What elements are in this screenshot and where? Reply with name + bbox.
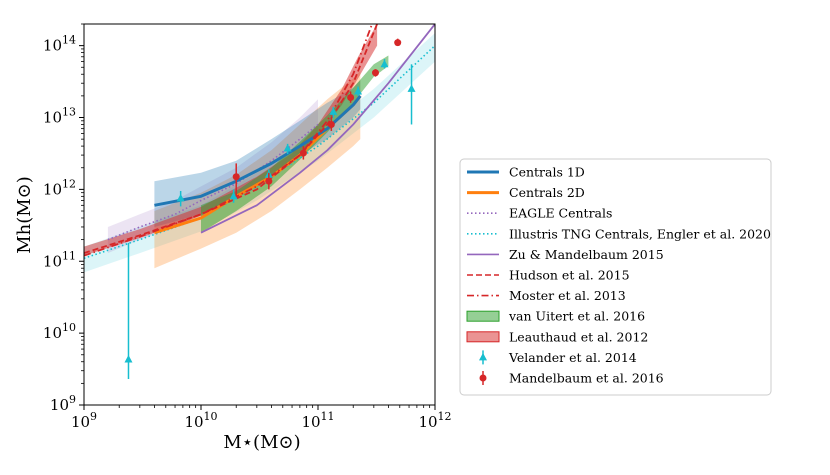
legend-marker-mandelbaum-et-al-2016: [479, 374, 487, 382]
band-centrals-1d: [154, 80, 361, 227]
line-moster-et-al-2013: [84, 24, 373, 257]
legend-label: van Uitert et al. 2016: [508, 309, 645, 324]
point-mandelbaum-et-al-2016: [265, 177, 273, 185]
point-mandelbaum-et-al-2016: [327, 120, 335, 128]
line-hudson-et-al-2015: [84, 24, 378, 254]
axis-ticks: 109 1010 1011 1012 109 1010 1011 1012 1013 1014: [43, 23, 452, 431]
y-tick-label: 1011: [43, 249, 76, 270]
plot-area: [84, 24, 435, 380]
x-tick-label: 1011: [301, 410, 334, 431]
legend-label: Hudson et al. 2015: [509, 268, 630, 283]
point-velander-et-al-2014: [329, 107, 338, 115]
legend-box: [459, 158, 772, 396]
plot-frame: [83, 23, 436, 406]
legend-label: EAGLE Centrals: [509, 206, 612, 221]
point-velander-et-al-2014: [124, 354, 133, 363]
y-axis-label: Mh(M⊙): [14, 176, 35, 254]
band-eagle-centrals: [107, 99, 319, 254]
legend-swatch-leauthaud-et-al-2012: [466, 331, 500, 343]
legend-label: Velander et al. 2014: [508, 350, 637, 365]
x-tick-label: 109: [71, 410, 97, 431]
band-illustris-tng-centrals-engler-et-al-2020: [84, 33, 435, 273]
legend-label: Zu & Mandelbaum 2015: [509, 247, 664, 262]
x-tick-label: 1012: [418, 410, 451, 431]
legend-label: Centrals 1D: [509, 165, 585, 180]
legend-label: Moster et al. 2013: [509, 288, 626, 303]
point-velander-et-al-2014: [229, 191, 238, 200]
y-tick-label: 1013: [43, 106, 76, 127]
point-velander-et-al-2014: [380, 59, 389, 68]
point-mandelbaum-et-al-2016: [232, 173, 240, 181]
legend-swatch-van-uitert-et-al-2016: [466, 310, 500, 322]
legend-label: Mandelbaum et al. 2016: [509, 371, 664, 386]
y-tick-label: 1010: [43, 321, 76, 342]
legend-label: Illustris TNG Centrals, Engler et al. 20…: [509, 226, 771, 241]
x-tick-label: 1010: [184, 410, 217, 431]
point-mandelbaum-et-al-2016: [299, 149, 307, 157]
point-mandelbaum-et-al-2016: [371, 69, 379, 77]
line-eagle-centrals: [107, 123, 319, 241]
point-velander-et-al-2014: [407, 84, 416, 92]
legend-items: Centrals 1D Centrals 2D EAGLE Centrals Illu…: [466, 165, 771, 386]
legend-marker-velander-et-al-2014: [479, 352, 487, 361]
point-velander-et-al-2014: [176, 193, 185, 202]
y-tick-label: 1014: [43, 34, 76, 55]
line-zu-mandelbaum-2015: [200, 24, 435, 234]
x-axis-label: M⋆(M⊙): [223, 432, 300, 453]
legend-label: Centrals 2D: [509, 185, 585, 200]
point-velander-et-al-2014: [354, 87, 363, 95]
point-velander-et-al-2014: [283, 144, 292, 152]
point-mandelbaum-et-al-2016: [394, 39, 402, 47]
y-tick-label: 1012: [43, 177, 76, 198]
y-tick-label: 109: [50, 393, 76, 414]
point-mandelbaum-et-al-2016: [347, 93, 355, 101]
legend: Centrals 1D Centrals 2D EAGLE Centrals Illu…: [459, 158, 772, 396]
line-centrals-1d: [154, 94, 362, 207]
legend-label: Leauthaud et al. 2012: [509, 329, 648, 344]
